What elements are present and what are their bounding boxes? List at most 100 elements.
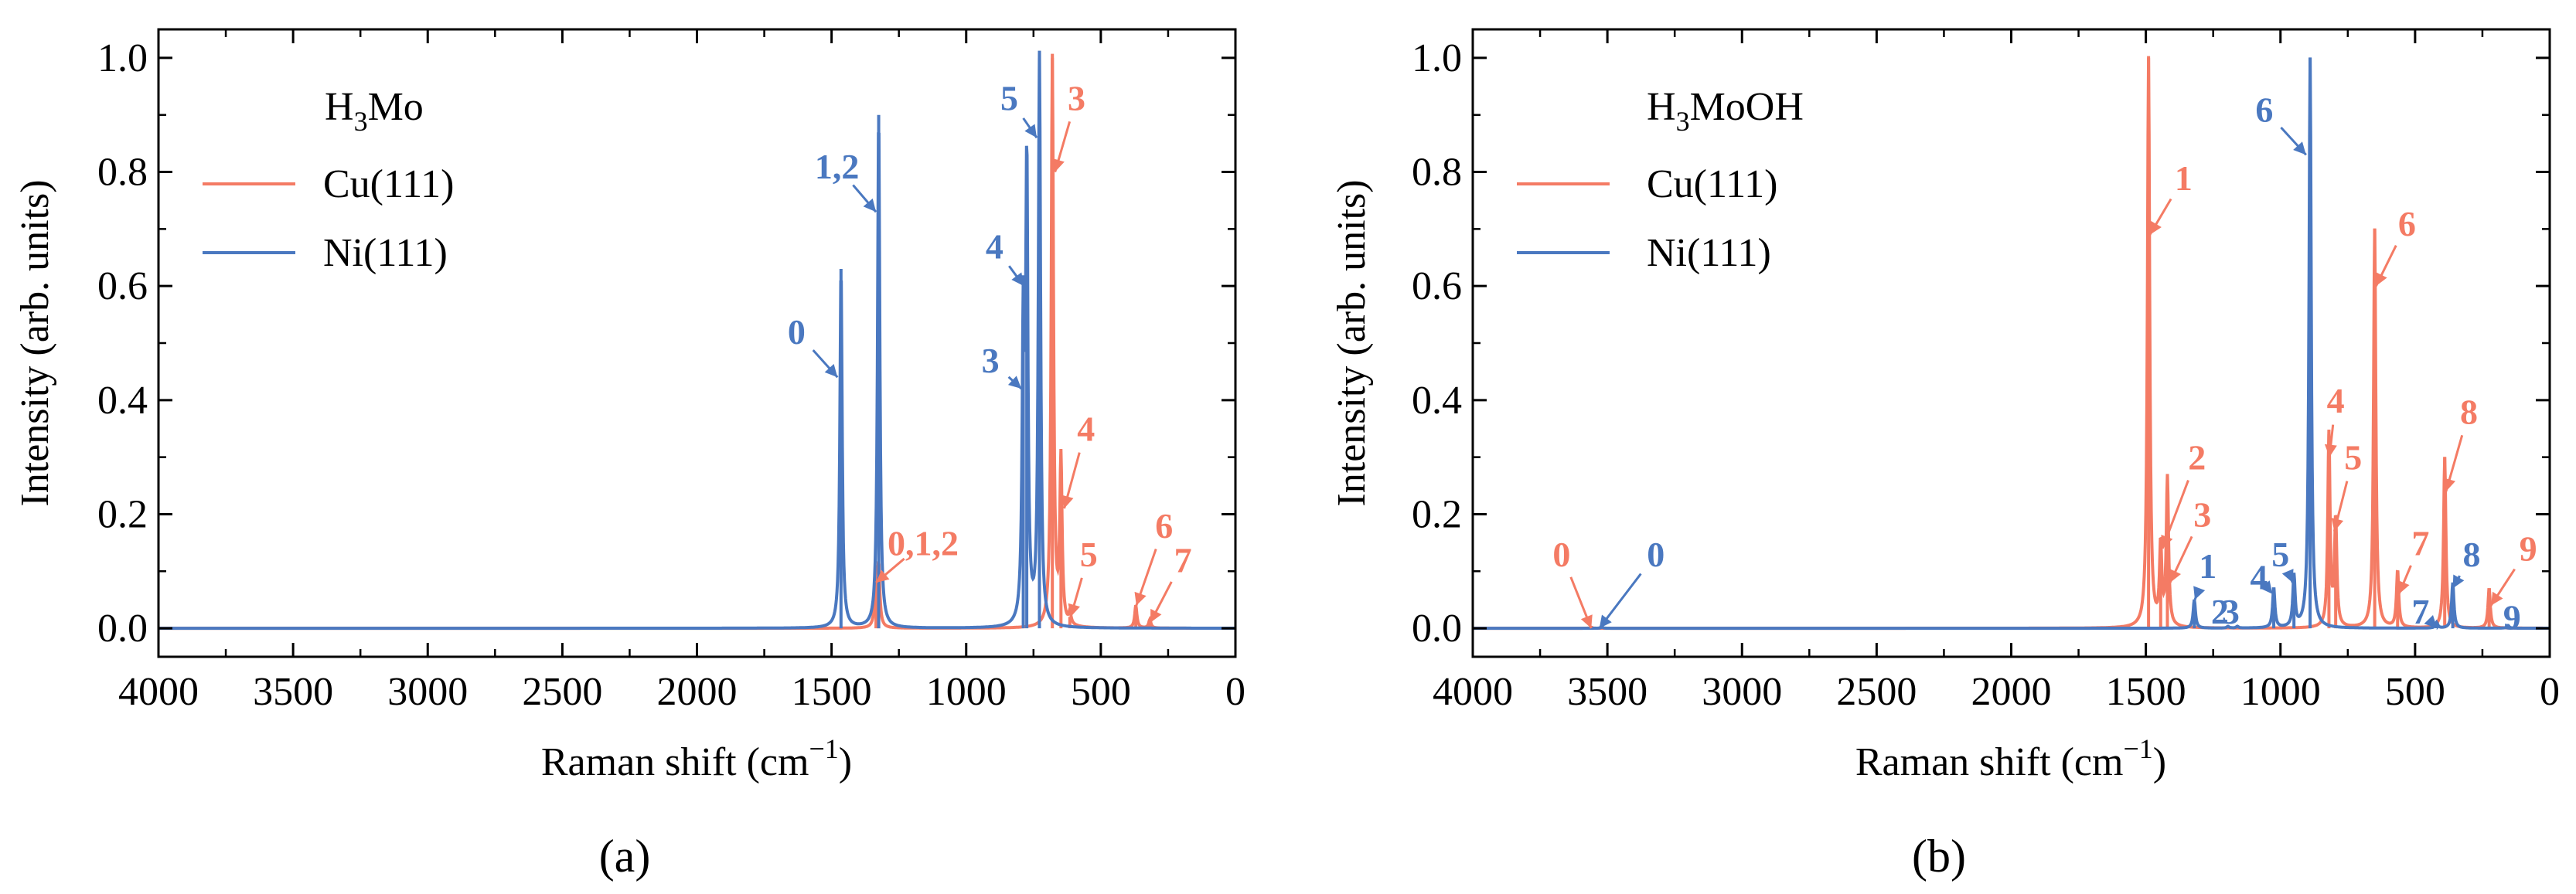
panel-b-yticks: 0.0 0.2 0.4 0.6 0.8 1.0 bbox=[1412, 36, 2550, 651]
panel-a-annotation-arrowhead bbox=[1007, 376, 1022, 389]
panel-a-ytick-label: 0.6 bbox=[97, 264, 148, 308]
panel-a-series-cu bbox=[158, 53, 1235, 631]
panel-a-yticks: 0.0 0.2 0.4 0.6 0.8 1.0 bbox=[97, 36, 1235, 651]
panel-a-annotation-0: 0 bbox=[788, 312, 806, 352]
panel-b-ytick-label: 0.2 bbox=[1412, 492, 1462, 536]
panel-b-annotation-6: 3 bbox=[2193, 495, 2211, 534]
panel-a-title: H3Mo bbox=[325, 85, 424, 137]
panel-a-annotation-arrowhead bbox=[1052, 158, 1065, 172]
panel-b-annotation-16: 8 bbox=[2460, 393, 2478, 432]
panel-b-ytick-label: 0.4 bbox=[1412, 379, 1462, 423]
panel-b: 4000 3500 3000 2500 2000 1500 1000 500 0 0.00.20… bbox=[1330, 28, 2560, 882]
panel-a-annotation-arrowhead bbox=[824, 364, 838, 378]
panel-a-annotation-7: 0,1,2 bbox=[888, 523, 959, 563]
panel-b-legend: Cu(111) Ni(111) bbox=[1517, 162, 1777, 275]
panel-b-xtick-label: 2000 bbox=[1971, 670, 2052, 714]
panel-b-xlabel: Raman shift (cm−1) bbox=[1855, 733, 2166, 784]
panel-a-xtick-label: 0 bbox=[1225, 670, 1245, 714]
panel-a-ytick-label: 0.0 bbox=[97, 607, 148, 651]
panel-b-annotation-13: 5 bbox=[2344, 438, 2362, 478]
panel-a: 4000 3500 3000 2500 2000 1500 1000 500 0 0.00.20… bbox=[13, 28, 1245, 882]
panel-b-annotation-14: 7 bbox=[2411, 523, 2429, 563]
panel-b-annotation-19: 9 bbox=[2503, 597, 2521, 637]
panel-b-annotation-17: 8 bbox=[2463, 535, 2481, 574]
panel-b-annotation-arrowhead bbox=[2324, 444, 2337, 457]
panel-b-annotation-arrowhead bbox=[2169, 569, 2182, 583]
panel-a-annotation-arrowhead bbox=[1150, 608, 1162, 623]
panel-a-xticks: 4000 3500 3000 2500 2000 1500 1000 500 0 bbox=[118, 29, 1245, 714]
panel-a-ylabel: Intensity (arb. units) bbox=[13, 179, 57, 506]
panel-a-xtick-label: 3500 bbox=[253, 670, 333, 714]
panel-b-xtick-label: 1500 bbox=[2106, 670, 2186, 714]
panel-b-annotation-arrowhead bbox=[2331, 518, 2344, 532]
panel-a-legend: Cu(111) Ni(111) bbox=[203, 162, 454, 275]
panel-a-annotation-arrowhead bbox=[1068, 603, 1080, 617]
panel-a-plot-area bbox=[158, 50, 1235, 631]
panel-b-annotation-arrowhead bbox=[2443, 478, 2456, 491]
panel-a-annotation-9: 6 bbox=[1155, 506, 1173, 546]
panel-b-annotation-arrowhead bbox=[2397, 580, 2410, 594]
panel-b-annotation-arrowhead bbox=[2281, 569, 2294, 583]
panel-a-annotation-arrowhead bbox=[876, 569, 890, 583]
panel-b-frame bbox=[1471, 28, 2551, 658]
panel-b-annotation-arrowhead bbox=[2149, 220, 2162, 235]
panel-a-annotation-arrowhead bbox=[1011, 272, 1024, 287]
panel-b-ytick-label: 1.0 bbox=[1412, 36, 1462, 80]
panel-b-series-ni bbox=[1473, 57, 2550, 631]
panel-a-label: (a) bbox=[599, 831, 651, 882]
panel-a-annotation-2: 5 bbox=[1000, 79, 1018, 118]
panel-b-ytick-label: 0.0 bbox=[1412, 607, 1462, 651]
panel-b-annotation-arrowhead bbox=[2260, 580, 2273, 594]
panel-b-xtick-label: 3000 bbox=[1702, 670, 1782, 714]
panel-b-plot-area bbox=[1473, 56, 2550, 631]
panel-b-ylabel: Intensity (arb. units) bbox=[1330, 179, 1374, 506]
panel-b-annotation-9: 3 bbox=[2222, 592, 2240, 631]
panel-a-annotation-arrowhead bbox=[1134, 591, 1147, 606]
panel-a-ytick-label: 0.4 bbox=[97, 379, 148, 423]
panel-b-annotation-arrowhead bbox=[2293, 141, 2306, 155]
panel-a-xtick-label: 2000 bbox=[657, 670, 738, 714]
panel-a-annotation-arrowhead bbox=[1024, 124, 1037, 138]
panel-b-title: H3MoOH bbox=[1647, 85, 1804, 137]
panel-b-label: (b) bbox=[1912, 831, 1966, 882]
panel-b-annotation-12: 4 bbox=[2327, 381, 2345, 420]
panel-b-annotation-arrowhead bbox=[1580, 614, 1593, 629]
panel-a-ytick-label: 0.2 bbox=[97, 492, 148, 536]
panel-b-annotation-arrowhead bbox=[2193, 586, 2206, 600]
panel-a-annotations: 0 1,2 5 4 3 3 4 0,1,2 5 67 bbox=[788, 79, 1192, 624]
panel-a-annotation-4: 3 bbox=[982, 341, 1000, 380]
panel-a-annotation-3: 4 bbox=[986, 227, 1003, 267]
panel-a-annotation-arrowhead bbox=[863, 198, 877, 212]
panel-a-xtick-label: 4000 bbox=[118, 670, 199, 714]
panel-b-xtick-label: 4000 bbox=[1433, 670, 1513, 714]
panel-a-ytick-label: 0.8 bbox=[97, 151, 148, 195]
panel-b-annotation-18: 9 bbox=[2520, 529, 2537, 569]
panel-b-series-cu bbox=[1473, 56, 2550, 631]
panel-a-series-ni bbox=[158, 50, 1235, 631]
panel-a-annotation-1: 1,2 bbox=[815, 147, 860, 186]
panel-b-annotation-10: 4 bbox=[2250, 558, 2268, 597]
panel-a-annotation-8: 5 bbox=[1080, 535, 1098, 574]
panel-a-xtick-label: 3000 bbox=[387, 670, 468, 714]
panel-b-annotation-arrow bbox=[2436, 627, 2439, 630]
panel-b-ytick-label: 0.8 bbox=[1412, 151, 1462, 195]
panel-a-xtick-label: 500 bbox=[1071, 670, 1131, 714]
panel-b-annotation-8: 2 bbox=[2211, 592, 2229, 631]
panel-a-legend-cu-label: Cu(111) bbox=[323, 162, 454, 206]
panel-b-annotation-1: 0 bbox=[1647, 535, 1665, 574]
panel-a-xlabel: Raman shift (cm−1) bbox=[541, 733, 852, 784]
panel-a-xtick-label: 1000 bbox=[926, 670, 1007, 714]
panel-b-xticks: 4000 3500 3000 2500 2000 1500 1000 500 0 bbox=[1433, 29, 2560, 714]
panel-b-annotation-arrowhead bbox=[2491, 591, 2503, 606]
panel-b-annotation-arrowhead bbox=[1599, 614, 1612, 629]
panel-a-frame bbox=[157, 28, 1237, 658]
panel-b-xtick-label: 0 bbox=[2540, 670, 2560, 714]
panel-a-annotation-6: 4 bbox=[1077, 410, 1095, 449]
panel-a-annotation-5: 3 bbox=[1068, 79, 1085, 118]
panel-a-annotation-arrowhead bbox=[1061, 495, 1074, 509]
panel-b-annotation-7: 1 bbox=[2199, 546, 2217, 586]
panel-b-annotation-arrow bbox=[2271, 593, 2275, 597]
panel-b-annotation-2: 1 bbox=[2175, 158, 2193, 198]
